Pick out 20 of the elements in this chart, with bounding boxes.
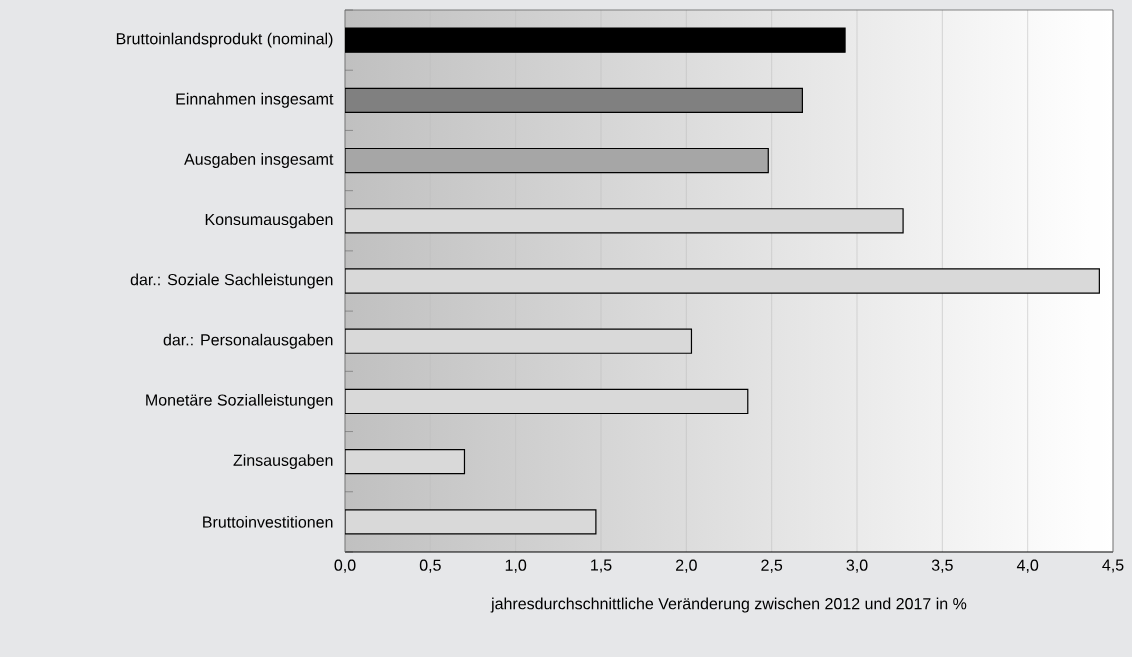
x-tick-label: 3,0 bbox=[846, 559, 868, 573]
x-tick-label: 1,0 bbox=[505, 559, 527, 573]
x-tick-label: 1,5 bbox=[591, 559, 612, 573]
x-tick-label: 4,0 bbox=[1016, 559, 1039, 573]
y-tick-label: Einnahmen insgesamt bbox=[176, 92, 334, 108]
y-tick-label: dar.: Personalausgaben bbox=[163, 333, 333, 349]
y-tick-label: Zinsausgaben bbox=[233, 454, 333, 470]
x-axis-title: jahresdurchschnittliche Veränderung zwischen 2012 und 2017 in % bbox=[490, 597, 967, 613]
x-tick-label: 2,0 bbox=[676, 559, 697, 573]
y-tick-label: Ausgaben insgesamt bbox=[184, 153, 334, 169]
x-tick-label: 0,0 bbox=[334, 559, 356, 573]
x-tick-label: 3,5 bbox=[931, 559, 953, 573]
y-tick-label: Bruttoinlandsprodukt (nominal) bbox=[116, 32, 333, 48]
y-tick-label: Monetäre Sozialleistungen bbox=[146, 393, 333, 409]
y-tick-label: Bruttoinvestitionen bbox=[203, 516, 333, 528]
x-tick-label: 0,5 bbox=[419, 559, 441, 573]
y-tick-label: dar.: Soziale Sachleistungen bbox=[130, 273, 333, 289]
x-tick-label: 4,5 bbox=[1102, 559, 1124, 573]
x-tick-label: 2,5 bbox=[761, 559, 783, 573]
y-tick-label: Konsumausgaben bbox=[205, 213, 333, 229]
